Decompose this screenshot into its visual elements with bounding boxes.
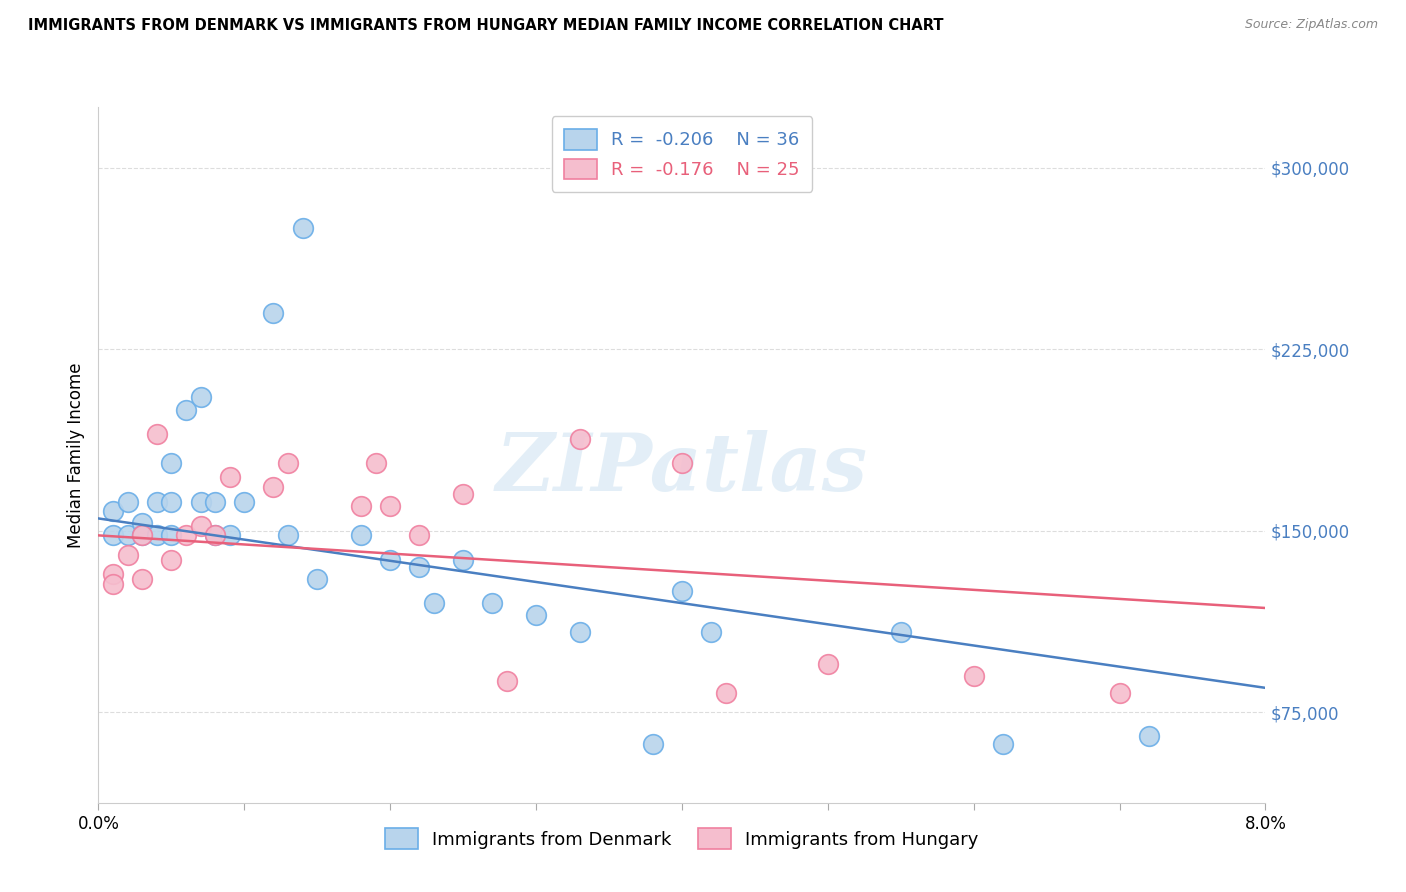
Point [451,552,474,566]
Point [160,494,183,508]
Point [117,528,139,542]
Point [496,673,519,688]
Point [233,494,256,508]
Point [131,528,153,542]
Point [380,500,402,514]
Point [131,572,153,586]
Point [190,391,212,405]
Point [291,221,314,235]
Point [364,456,387,470]
Point [101,528,124,542]
Point [408,528,430,542]
Point [568,432,591,446]
Point [350,528,373,542]
Point [190,494,212,508]
Point [408,559,430,574]
Legend: Immigrants from Denmark, Immigrants from Hungary: Immigrants from Denmark, Immigrants from… [378,822,986,856]
Point [481,596,503,610]
Point [817,657,839,671]
Point [991,737,1014,751]
Point [1137,729,1160,743]
Point [160,528,183,542]
Point [262,480,284,494]
Point [277,456,299,470]
Point [101,567,124,582]
Point [277,528,299,542]
Point [890,625,912,640]
Point [423,596,446,610]
Point [350,500,373,514]
Text: ZIPatlas: ZIPatlas [496,430,868,508]
Point [568,625,591,640]
Point [1108,686,1130,700]
Y-axis label: Median Family Income: Median Family Income [66,362,84,548]
Point [131,528,153,542]
Point [671,584,693,599]
Point [204,528,226,542]
Point [174,402,197,417]
Point [641,737,664,751]
Point [146,528,169,542]
Text: IMMIGRANTS FROM DENMARK VS IMMIGRANTS FROM HUNGARY MEDIAN FAMILY INCOME CORRELAT: IMMIGRANTS FROM DENMARK VS IMMIGRANTS FR… [28,18,943,33]
Point [160,552,183,566]
Point [190,518,212,533]
Point [131,516,153,531]
Point [218,528,240,542]
Point [117,548,139,562]
Point [160,456,183,470]
Point [218,470,240,484]
Point [174,528,197,542]
Point [117,494,139,508]
Point [101,504,124,518]
Point [380,552,402,566]
Point [262,306,284,320]
Point [962,669,984,683]
Text: Source: ZipAtlas.com: Source: ZipAtlas.com [1244,18,1378,31]
Point [146,494,169,508]
Point [714,686,737,700]
Point [101,576,124,591]
Point [146,426,169,441]
Point [204,494,226,508]
Point [307,572,329,586]
Point [204,528,226,542]
Point [700,625,723,640]
Point [524,608,547,623]
Point [671,456,693,470]
Point [451,487,474,501]
